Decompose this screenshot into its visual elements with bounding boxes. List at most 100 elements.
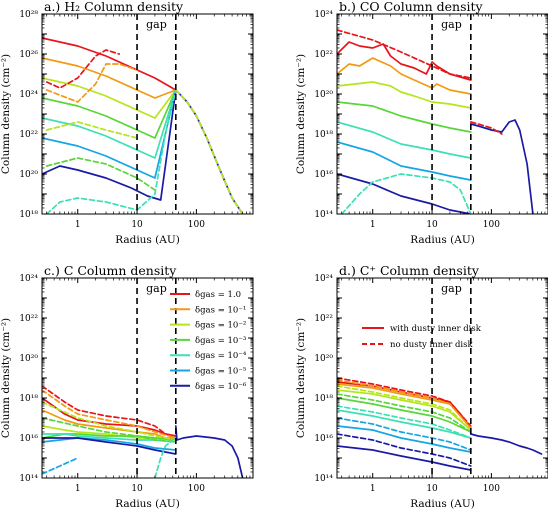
series-line-dashed-1e-1 bbox=[45, 63, 138, 103]
legend-label-1e-4: δgas = 10⁻⁴ bbox=[195, 351, 247, 361]
gap-label: gap bbox=[146, 282, 167, 295]
panel-title: a.) H₂ Column density bbox=[44, 0, 184, 14]
series-line-solid-1e-4 bbox=[337, 121, 472, 159]
series-line-dashed-1.0 bbox=[337, 377, 472, 427]
series-line-dashed-1e-1 bbox=[337, 379, 472, 429]
y-tick-label: 10¹⁸ bbox=[19, 210, 38, 220]
legend-gas-fraction: δgas = 1.0 δgas = 10⁻¹ δgas = 10⁻² δgas = 1… bbox=[170, 290, 247, 392]
legend-label-1e-6: δgas = 10⁻⁶ bbox=[195, 382, 247, 392]
series-line-dashed-1e-4 bbox=[45, 89, 177, 214]
x-tick-label: 1 bbox=[370, 484, 376, 494]
legend-label-dashed: no dusty inner disk bbox=[390, 340, 473, 350]
series-line-dashed-1e-6 bbox=[337, 433, 472, 467]
y-tick-label: 10²⁸ bbox=[19, 10, 38, 20]
series-line-solid-1e-5 bbox=[337, 141, 472, 181]
y-axis-label: Column density (cm⁻²) bbox=[295, 318, 307, 438]
y-tick-label: 10¹⁴ bbox=[314, 210, 333, 220]
panel-title: d.) C⁺ Column density bbox=[339, 263, 480, 278]
series-line-solid-1e-2 bbox=[337, 81, 472, 109]
legend-label-1.0: δgas = 1.0 bbox=[195, 290, 241, 300]
series-line-solid-1e-1 bbox=[42, 57, 177, 99]
series-line-dashed-1e-2 bbox=[45, 121, 138, 139]
y-tick-label: 10²⁴ bbox=[19, 274, 38, 284]
y-axis-label: Column density (cm⁻²) bbox=[0, 54, 12, 174]
series-line-solid-1e-2 bbox=[42, 77, 177, 119]
y-tick-label: 10²² bbox=[314, 50, 333, 60]
series-line-solid-1e-6 bbox=[42, 437, 177, 455]
series-line-dashed-1e-4 bbox=[154, 437, 177, 478]
series-line-dashed-1.0 bbox=[45, 49, 121, 89]
plot-frame bbox=[336, 13, 548, 215]
x-tick-label: 1 bbox=[75, 220, 81, 230]
x-tick-label: 100 bbox=[188, 484, 205, 494]
series-line-solid-1e-6 bbox=[174, 89, 244, 214]
series-line-dashed-1.0 bbox=[469, 121, 503, 135]
series-line-solid-1e-1 bbox=[337, 57, 472, 95]
x-tick-label: 10 bbox=[426, 220, 438, 230]
series-group bbox=[42, 385, 244, 478]
legend-label-1e-2: δgas = 10⁻² bbox=[195, 321, 246, 331]
y-tick-label: 10²⁰ bbox=[19, 170, 38, 180]
y-axis-label: Column density (cm⁻²) bbox=[0, 318, 12, 438]
plot-frame bbox=[336, 277, 548, 479]
x-axis-label: Radius (AU) bbox=[115, 498, 180, 510]
series-line-solid-1e-5 bbox=[42, 89, 177, 179]
x-tick-label: 100 bbox=[483, 220, 500, 230]
series-line-solid-1e-4 bbox=[337, 409, 472, 439]
y-tick-label: 10²⁴ bbox=[19, 90, 38, 100]
series-line-dashed-1e-4 bbox=[337, 405, 472, 439]
series-line-dashed-1e-3 bbox=[337, 393, 472, 433]
y-tick-label: 10²⁰ bbox=[314, 354, 333, 364]
y-tick-label: 10²² bbox=[19, 130, 38, 140]
series-line-solid-1e-6 bbox=[469, 433, 543, 455]
y-tick-label: 10²² bbox=[19, 314, 38, 324]
y-tick-label: 10¹⁸ bbox=[314, 130, 333, 140]
y-tick-label: 10¹⁴ bbox=[19, 474, 38, 484]
series-line-dashed-1e-2 bbox=[174, 89, 244, 214]
y-tick-label: 10²⁴ bbox=[314, 274, 333, 284]
series-line-solid-1.0 bbox=[42, 37, 177, 91]
x-tick-label: 100 bbox=[483, 484, 500, 494]
y-tick-label: 10²⁶ bbox=[19, 50, 38, 60]
series-line-dashed-1.0 bbox=[42, 385, 177, 437]
series-line-dashed-1e-3 bbox=[45, 157, 156, 191]
panel-h2-column-density: gap 10¹⁸ 10²⁰ 10²² 10²⁴ 10²⁶ 10²⁸ 1 10 100 a.) H₂ … bbox=[0, 0, 254, 246]
series-line-solid-1e-5 bbox=[337, 425, 472, 453]
series-line-dashed-1.0 bbox=[337, 29, 472, 79]
x-tick-label: 1 bbox=[370, 220, 376, 230]
series-group bbox=[337, 29, 534, 214]
legend-label-1e-5: δgas = 10⁻⁵ bbox=[195, 367, 247, 377]
series-line-dashed-1e-3 bbox=[42, 417, 177, 443]
y-tick-label: 10¹⁶ bbox=[314, 434, 333, 444]
y-tick-label: 10¹⁸ bbox=[314, 394, 333, 404]
legend-label-1e-3: δgas = 10⁻³ bbox=[195, 336, 246, 346]
series-line-solid-1e-6 bbox=[337, 445, 472, 471]
series-line-dashed-1e-1 bbox=[42, 389, 177, 439]
panel-co-column-density: gap 10¹⁴ 10¹⁶ 10¹⁸ 10²⁰ 10²² 10²⁴ 1 10 100 b.) CO … bbox=[295, 0, 548, 246]
x-axis-label: Radius (AU) bbox=[115, 234, 180, 246]
y-tick-label: 10²² bbox=[314, 314, 333, 324]
x-tick-label: 10 bbox=[426, 484, 438, 494]
series-line-dashed-1e-2 bbox=[42, 401, 177, 441]
y-tick-label: 10²⁰ bbox=[19, 354, 38, 364]
gap-label: gap bbox=[441, 282, 462, 295]
x-tick-label: 1 bbox=[75, 484, 81, 494]
series-line-solid-1e-6 bbox=[469, 119, 534, 214]
y-tick-label: 10¹⁴ bbox=[314, 474, 333, 484]
series-line-dashed-1e-4 bbox=[340, 173, 472, 214]
series-line-solid-1e-3 bbox=[42, 89, 177, 139]
series-line-dashed-1e-5 bbox=[42, 457, 79, 475]
series-line-solid-1e-3 bbox=[337, 397, 472, 433]
series-line-solid-1e-6 bbox=[42, 89, 177, 201]
panel-c-column-density: gap 10¹⁴ 10¹⁶ 10¹⁸ 10²⁰ 10²² 10²⁴ 1 10 100 c.) C C… bbox=[0, 263, 254, 510]
x-axis-label: Radius (AU) bbox=[410, 234, 475, 246]
gap-label: gap bbox=[146, 18, 167, 31]
series-group bbox=[337, 377, 543, 471]
x-tick-label: 10 bbox=[131, 484, 143, 494]
series-line-solid-1e-2 bbox=[337, 389, 472, 431]
series-line-solid-1.0 bbox=[337, 41, 472, 81]
x-tick-label: 100 bbox=[188, 220, 205, 230]
series-line-solid-1e-3 bbox=[337, 101, 472, 133]
series-line-dashed-1e-5 bbox=[337, 417, 472, 451]
